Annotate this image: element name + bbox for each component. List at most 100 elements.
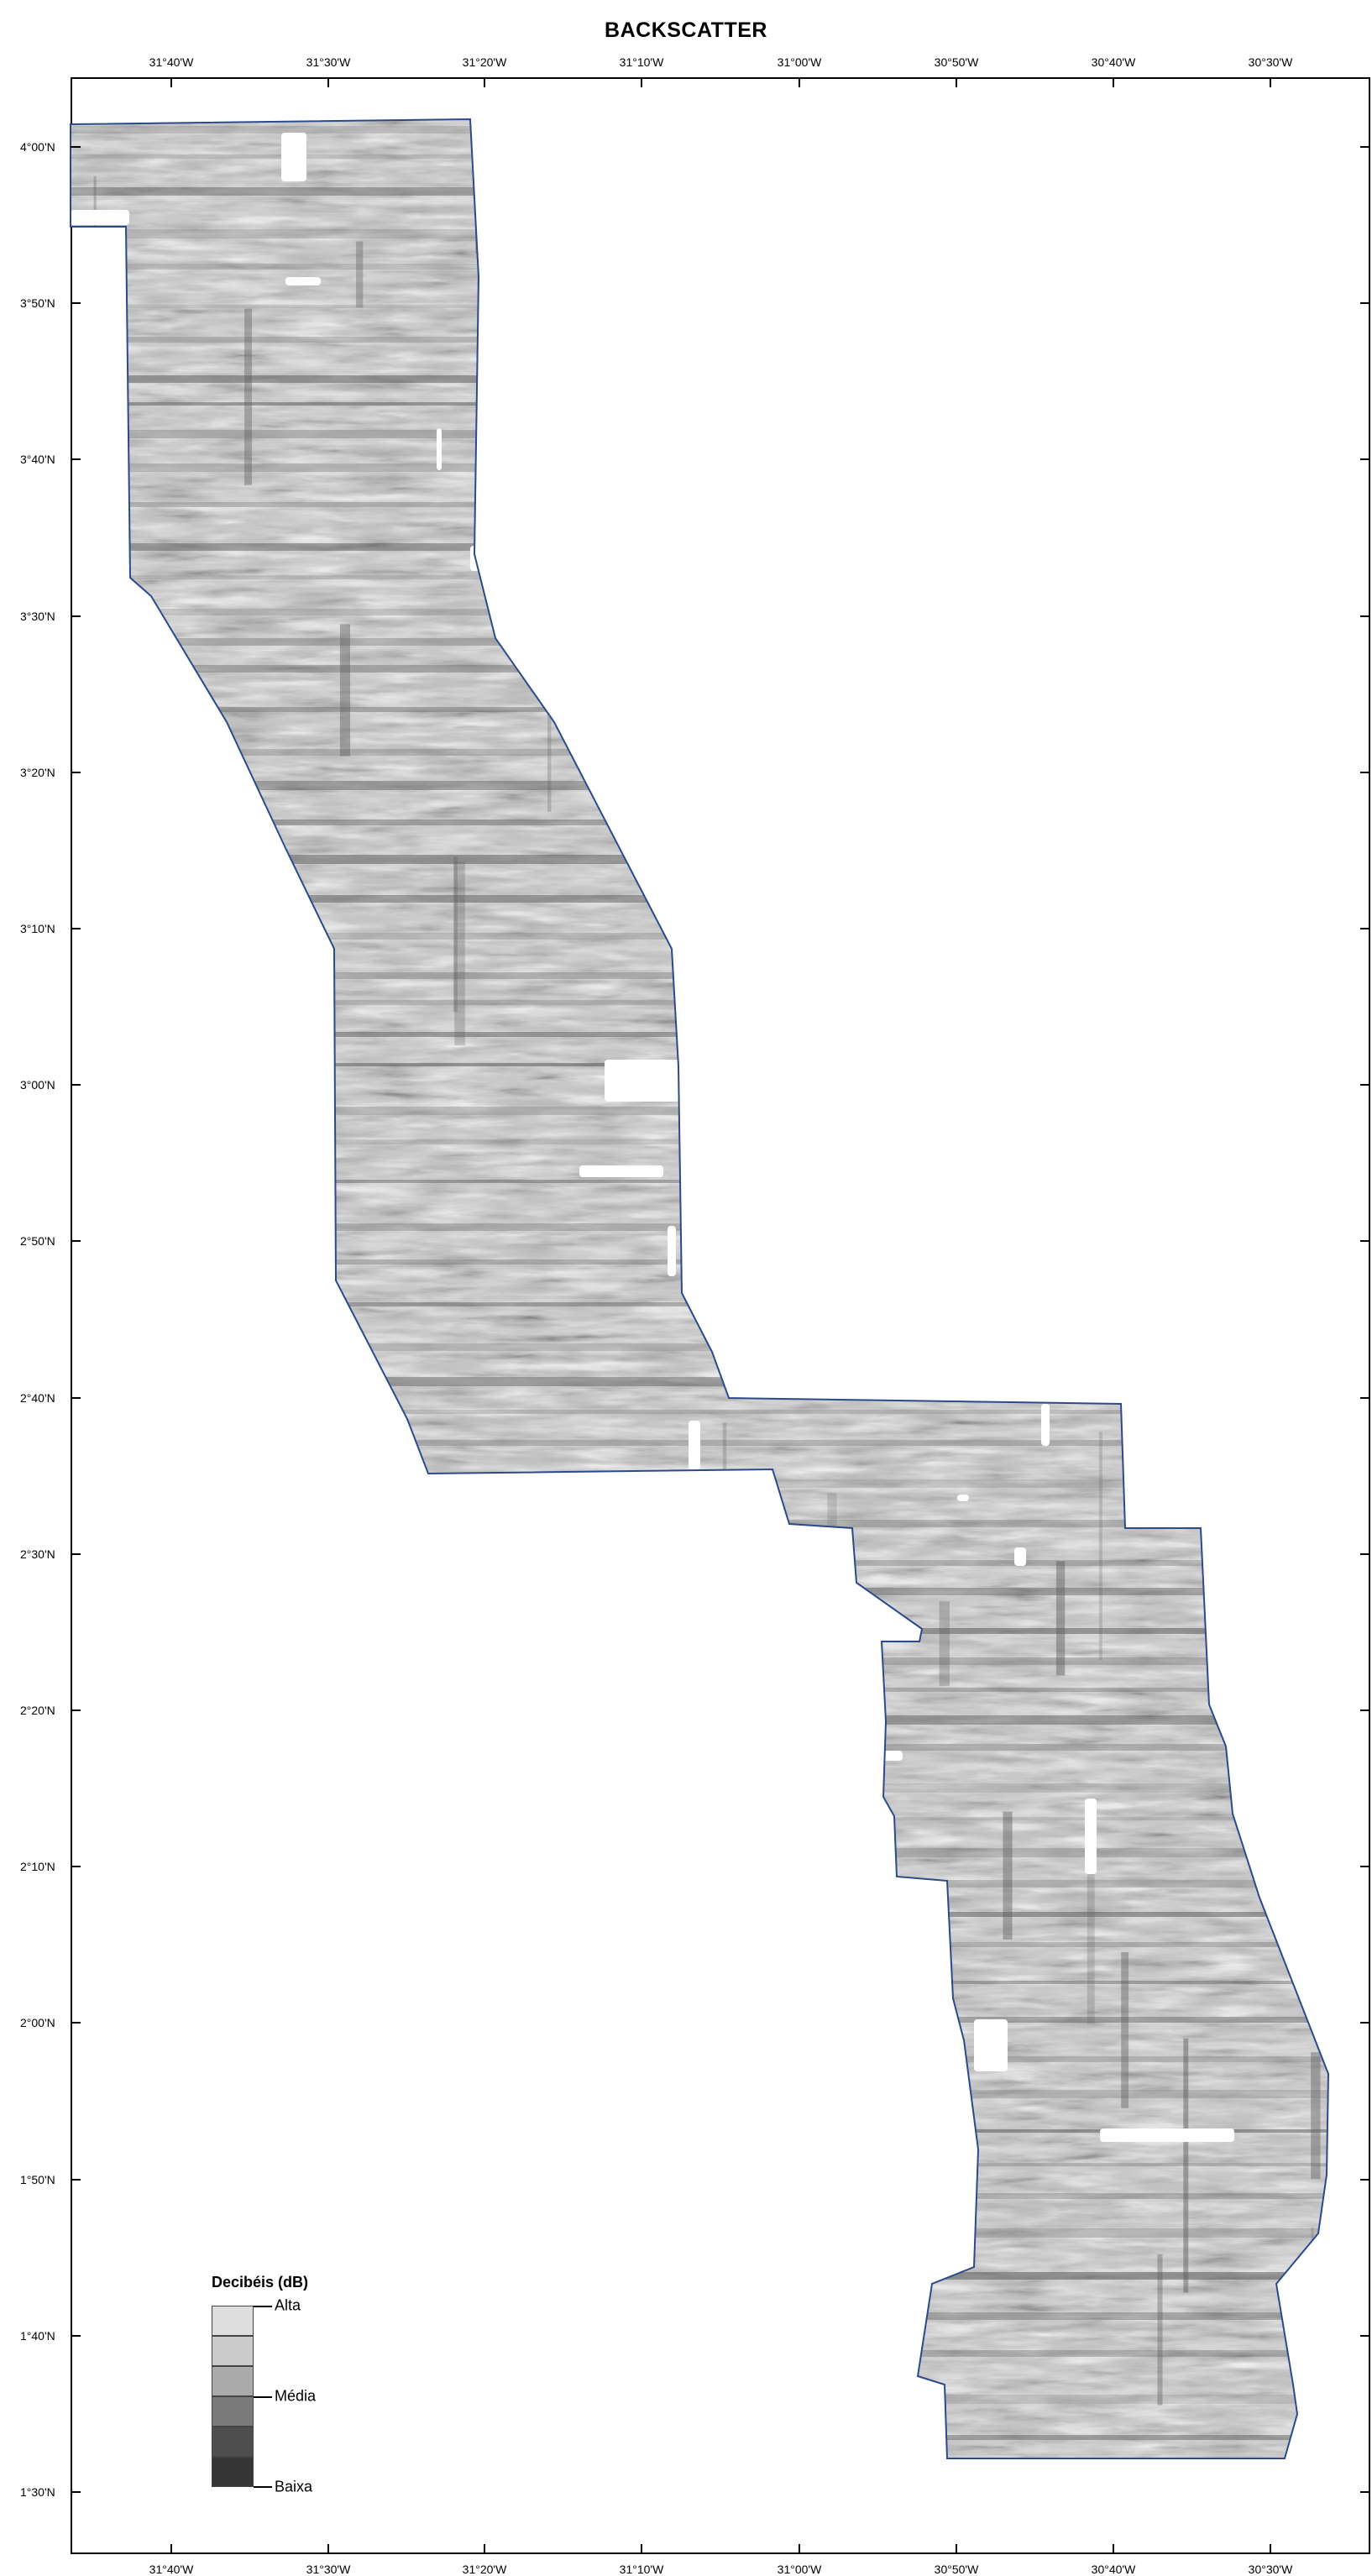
swath-stripe — [67, 1377, 1343, 1386]
top-tick — [170, 77, 172, 87]
swath-stripe — [67, 1180, 1343, 1183]
lineament — [922, 350, 931, 492]
swath-stripe — [67, 1107, 1343, 1115]
top-lon-label: 31°00'W — [778, 55, 822, 69]
left-tick — [71, 1240, 81, 1242]
top-lon-label: 31°20'W — [463, 55, 507, 69]
swath-stripe — [67, 972, 1343, 979]
lineament — [87, 901, 98, 1013]
lineament — [225, 1314, 235, 1492]
top-tick — [484, 77, 485, 87]
legend-label-low: Baixa — [275, 2479, 312, 2496]
swath-stripe — [67, 126, 1343, 134]
lineament — [448, 1994, 452, 2160]
left-tick — [71, 1084, 81, 1086]
swath-stripe — [67, 1520, 1343, 1527]
bottom-tick — [327, 2544, 329, 2554]
bottom-lon-label: 31°10'W — [620, 2563, 664, 2576]
lineament — [615, 1506, 621, 1605]
top-tick — [1113, 77, 1114, 87]
lineament — [723, 1423, 726, 1547]
top-tick — [799, 77, 800, 87]
swath-stripe — [67, 1817, 1343, 1820]
left-lat-label: 2°20'N — [20, 1704, 55, 1717]
swath-stripe — [67, 154, 1343, 159]
lineament — [1056, 1561, 1065, 1675]
swath-stripe — [67, 2017, 1343, 2023]
top-lon-label: 30°40'W — [1092, 55, 1136, 69]
lineament — [1307, 1680, 1312, 1754]
top-lon-label: 30°30'W — [1249, 55, 1293, 69]
swath-stripe — [67, 402, 1343, 406]
swath-stripe — [67, 575, 1343, 579]
swath-stripe — [67, 1942, 1343, 1947]
lineament — [1139, 647, 1149, 887]
lineament — [547, 641, 551, 812]
left-tick — [71, 1553, 81, 1555]
left-tick — [71, 302, 81, 304]
left-lat-label: 3°30'N — [20, 610, 55, 623]
left-lat-label: 2°40'N — [20, 1391, 55, 1405]
lineament — [1024, 235, 1033, 452]
bottom-lon-label: 30°40'W — [1092, 2563, 1136, 2576]
data-gap — [957, 1495, 969, 1501]
lineament — [320, 1568, 327, 1620]
lineament — [312, 1586, 323, 1714]
swath-stripe — [67, 1688, 1343, 1692]
bottom-tick — [1113, 2544, 1114, 2554]
right-tick — [1360, 1866, 1370, 1867]
left-tick — [71, 2335, 81, 2337]
lineament — [260, 1842, 270, 2012]
left-lat-label: 3°20'N — [20, 766, 55, 779]
legend-title: Decibéis (dB) — [212, 2274, 308, 2291]
top-tick — [641, 77, 642, 87]
swath-stripe — [67, 463, 1343, 472]
left-tick — [71, 615, 81, 617]
swath-stripe — [67, 337, 1343, 343]
swath-stripe — [67, 1912, 1343, 1917]
left-tick — [71, 2022, 81, 2024]
left-lat-label: 2°50'N — [20, 1234, 55, 1248]
lineament — [1116, 823, 1123, 989]
right-tick — [1360, 1084, 1370, 1086]
legend-swatch-1 — [212, 2306, 254, 2336]
swath-stripe — [67, 1657, 1343, 1665]
swath-stripe — [67, 2056, 1343, 2062]
data-gap — [974, 2019, 1008, 2071]
left-lat-label: 3°00'N — [20, 1078, 55, 1092]
data-gap — [71, 210, 129, 225]
legend-swatch-5 — [212, 2427, 254, 2457]
swath-stripe — [67, 819, 1343, 825]
swath-stripe — [67, 502, 1343, 507]
data-gap — [689, 1421, 700, 1469]
swath-stripe — [67, 2228, 1343, 2238]
lineament — [942, 572, 952, 726]
left-lat-label: 1°30'N — [20, 2485, 55, 2499]
bottom-lon-label: 30°50'W — [935, 2563, 979, 2576]
lineament — [86, 1880, 88, 2115]
lineament — [1157, 2254, 1162, 2406]
swath-stripe — [67, 665, 1343, 673]
lineament — [432, 2320, 441, 2498]
left-lat-label: 2°10'N — [20, 1860, 55, 1873]
swath-stripe — [67, 1032, 1343, 1037]
lineament — [843, 760, 846, 977]
right-tick — [1360, 1397, 1370, 1399]
lineament — [1255, 720, 1261, 878]
swath-stripe — [67, 375, 1343, 383]
lineament — [1003, 1812, 1012, 1940]
lineament — [416, 2120, 425, 2180]
swath-stripe — [67, 305, 1343, 308]
swath-stripe — [67, 1981, 1343, 1984]
top-tick — [327, 77, 329, 87]
swath-stripe — [67, 1744, 1343, 1751]
swath-stripe — [67, 1848, 1343, 1857]
bottom-lon-label: 30°30'W — [1249, 2563, 1293, 2576]
lineament — [627, 2210, 630, 2446]
bottom-lon-label: 31°20'W — [463, 2563, 507, 2576]
top-lon-label: 31°30'W — [306, 55, 351, 69]
left-lat-label: 2°30'N — [20, 1547, 55, 1561]
lineament — [701, 903, 710, 1098]
left-lat-label: 4°00'N — [20, 140, 55, 154]
